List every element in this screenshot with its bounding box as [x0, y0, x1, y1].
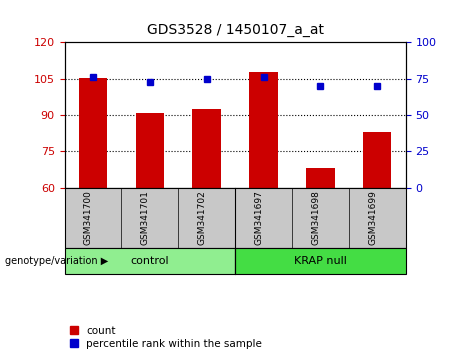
Text: genotype/variation ▶: genotype/variation ▶ — [5, 256, 108, 266]
Text: GSM341702: GSM341702 — [198, 190, 207, 245]
Text: GSM341699: GSM341699 — [368, 190, 377, 245]
Title: GDS3528 / 1450107_a_at: GDS3528 / 1450107_a_at — [147, 23, 324, 37]
Text: GSM341697: GSM341697 — [254, 190, 264, 245]
Text: control: control — [130, 256, 169, 266]
Bar — [79, 78, 107, 188]
Bar — [193, 109, 221, 188]
Text: KRAP null: KRAP null — [294, 256, 347, 266]
Text: GSM341698: GSM341698 — [311, 190, 320, 245]
Text: GSM341700: GSM341700 — [84, 190, 93, 245]
Bar — [306, 168, 335, 188]
Legend: count, percentile rank within the sample: count, percentile rank within the sample — [70, 326, 262, 349]
Text: GSM341701: GSM341701 — [141, 190, 150, 245]
Bar — [249, 72, 278, 188]
Bar — [363, 132, 391, 188]
Bar — [136, 113, 164, 188]
